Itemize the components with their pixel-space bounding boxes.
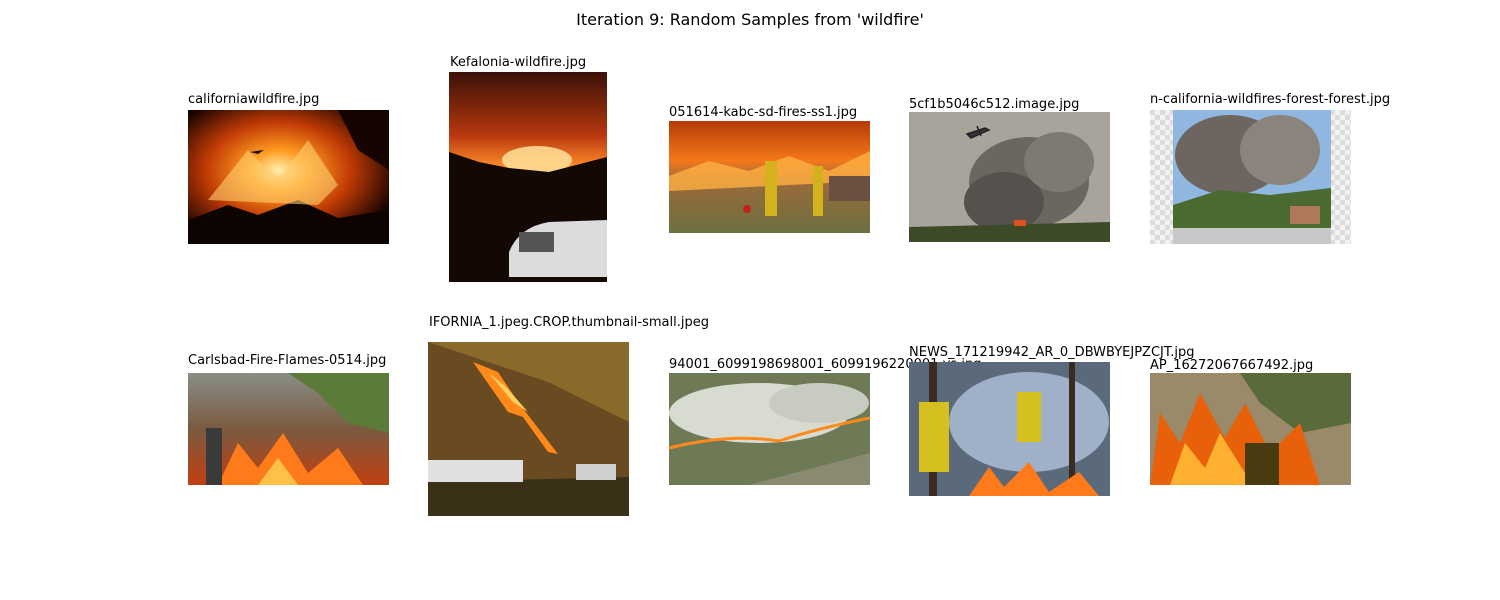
sample-image — [669, 373, 870, 485]
aerial-fire-photo — [669, 373, 870, 485]
sample-image — [449, 72, 607, 282]
sample-caption: AP_16272067667492.jpg — [1150, 358, 1314, 373]
figure-title: Iteration 9: Random Samples from 'wildfi… — [576, 10, 924, 29]
sample-image — [188, 110, 389, 244]
smoke-neighborhood-photo — [1150, 110, 1351, 244]
sample-caption: Carlsbad-Fire-Flames-0514.jpg — [188, 353, 387, 368]
smoke-plane-photo — [909, 112, 1110, 242]
firefighter-flames-photo — [1150, 373, 1351, 485]
sample-caption: IFORNIA_1.jpeg.CROP.thumbnail-small.jpeg — [429, 315, 709, 330]
sample-caption: Kefalonia-wildfire.jpg — [450, 55, 587, 70]
sample-caption: 5cf1b5046c512.image.jpg — [909, 97, 1080, 112]
sample-caption: NEWS_171219942_AR_0_DBWBYEJPZCJT.jpg — [909, 345, 1195, 360]
wildfire-night-car-photo — [449, 72, 607, 282]
sample-image — [669, 121, 870, 233]
sample-caption: 051614-kabc-sd-fires-ss1.jpg — [669, 105, 858, 120]
sample-image — [909, 362, 1110, 496]
sample-image — [428, 342, 629, 516]
sample-image — [909, 112, 1110, 242]
sample-caption: 94001_6099198698001_6099196220001-vs.jpg — [669, 357, 982, 372]
brush-fire-photo — [188, 373, 389, 485]
firefighters-forest-photo — [909, 362, 1110, 496]
firefighters-photo — [669, 121, 870, 233]
sample-caption: n-california-wildfires-forest-forest.jpg — [1150, 92, 1391, 107]
wildfire-night-photo — [188, 110, 389, 244]
sample-image — [1150, 373, 1351, 485]
hillside-fire-truck-photo — [428, 342, 629, 516]
sample-caption: californiawildfire.jpg — [188, 92, 320, 107]
sample-image — [1150, 110, 1351, 244]
sample-image — [188, 373, 389, 485]
